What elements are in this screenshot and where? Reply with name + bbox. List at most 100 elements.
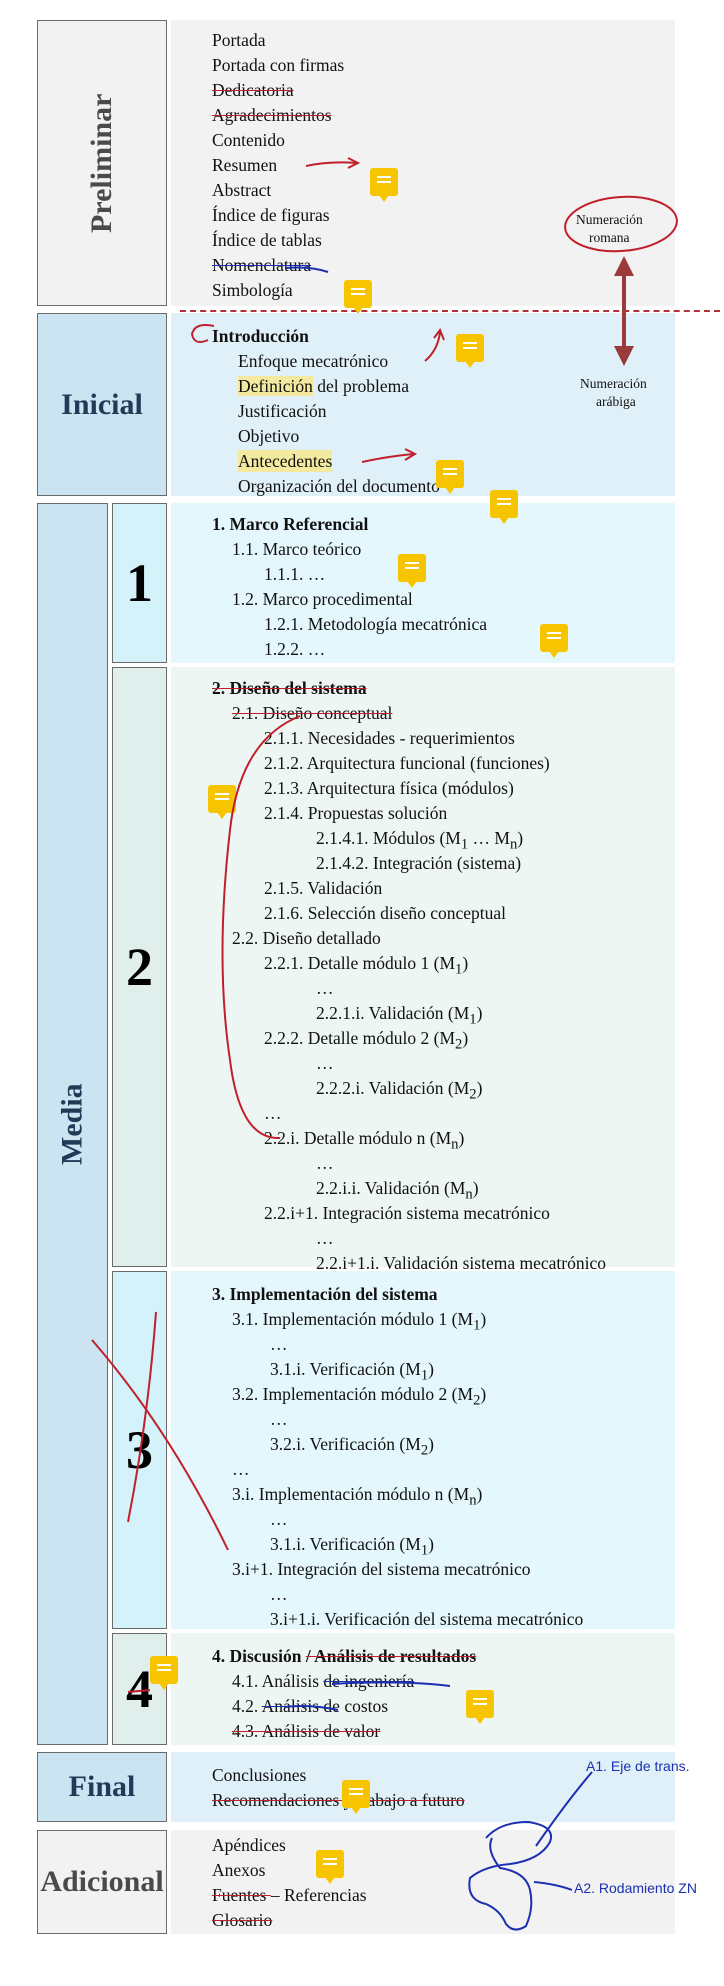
- ch4-s41: 4.1. Análisis de ingeniería: [232, 1670, 414, 1692]
- blue-arrow-nomenclatura: [285, 266, 329, 273]
- ch2-s215: 2.1.5. Validación: [264, 878, 383, 898]
- ch1-s121: 1.2.1. Metodología mecatrónica: [264, 614, 488, 634]
- item-agradecimientos: Agradecimientos: [212, 105, 332, 125]
- ch2-s213: 2.1.3. Arquitectura física (módulos): [264, 778, 514, 798]
- sub-1: 1: [420, 1367, 429, 1384]
- ch3-ellipsis-4: …: [270, 1509, 288, 1529]
- numeracion-romana-line1: Numeración: [576, 212, 643, 227]
- numeracion-arabiga-line2: arábiga: [596, 394, 636, 409]
- comment-note-icon[interactable]: [342, 1780, 370, 1814]
- item-contenido: Contenido: [212, 130, 285, 150]
- comment-note-icon[interactable]: [150, 1656, 178, 1690]
- ch2-s216: 2.1.6. Selección diseño conceptual: [264, 903, 507, 923]
- item-conclusiones: Conclusiones: [212, 1765, 307, 1785]
- sub-n: n: [469, 1492, 477, 1509]
- arrow-down-icon: [614, 346, 634, 366]
- ch3-s32: 3.2. Implementación módulo 2 (M2): [232, 1384, 487, 1409]
- ch2-s22ii: 2.2.i.i. Validación (Mn): [316, 1178, 479, 1203]
- ch3-s3ii-text: 3.1.i. Verificación (M: [270, 1534, 421, 1554]
- sub-1: 1: [469, 1011, 477, 1028]
- ch4-title-a: 4. Discusión: [212, 1646, 306, 1666]
- comment-note-icon[interactable]: [208, 785, 236, 819]
- item-indice-tablas: Índice de tablas: [212, 230, 322, 250]
- ch2-s212: 2.1.2. Arquitectura funcional (funciones…: [264, 753, 550, 773]
- ch2-s214: 2.1.4. Propuestas solución: [264, 803, 448, 823]
- ch1-s11: 1.1. Marco teórico: [232, 539, 362, 559]
- comment-note-icon[interactable]: [490, 490, 518, 524]
- red-arrow-enfoque: [424, 331, 441, 362]
- item-antecedentes: Antecedentes: [238, 450, 333, 472]
- ch2-s222-text: 2.2.2. Detalle módulo 2 (M: [264, 1028, 456, 1048]
- sub-n: n: [451, 1136, 459, 1153]
- sub-2: 2: [455, 1036, 463, 1053]
- ch2-s221i: 2.2.1.i. Validación (M1): [316, 1003, 483, 1028]
- ch4-s42-num: 4.2.: [232, 1696, 262, 1716]
- item-glosario: Glosario: [212, 1910, 273, 1930]
- comment-note-icon[interactable]: [370, 168, 398, 202]
- ch2-ellipsis-2: …: [316, 1053, 334, 1073]
- ch3-s3i-text: 3.i. Implementación módulo n (M: [232, 1484, 470, 1504]
- item-justificacion: Justificación: [238, 401, 327, 421]
- panel-preliminar: [171, 20, 675, 306]
- dashed-divider: [180, 310, 720, 312]
- blue-sketch-shaft: [468, 1820, 552, 1931]
- ch2-s2142: 2.1.4.2. Integración (sistema): [316, 853, 522, 873]
- ch2-s22i: 2.2.i. Detalle módulo n (Mn): [264, 1128, 465, 1153]
- item-dedicatoria: Dedicatoria: [212, 80, 294, 100]
- red-strike-ch3-diagonal: [91, 1339, 229, 1551]
- arrow-up-icon: [614, 256, 634, 276]
- red-arrow-resumen: [305, 161, 357, 167]
- panel-final: [171, 1752, 675, 1822]
- ch2-s222i: 2.2.2.i. Validación (M2): [316, 1078, 483, 1103]
- item-portada-firmas: Portada con firmas: [212, 55, 345, 75]
- item-abstract: Abstract: [212, 180, 272, 200]
- sub-1: 1: [455, 961, 463, 978]
- ch2-s2141-text: 2.1.4.1. Módulos (M: [316, 828, 461, 848]
- comment-note-icon[interactable]: [344, 280, 372, 314]
- annotation-a1: A1. Eje de trans.: [586, 1758, 690, 1774]
- ch2-s222i-text: 2.2.2.i. Validación (M: [316, 1078, 470, 1098]
- sub-1: 1: [473, 1317, 481, 1334]
- ch2-s221-text: 2.2.1. Detalle módulo 1 (M: [264, 953, 456, 973]
- ch3-s3i1: 3.i+1. Integración del sistema mecatróni…: [232, 1559, 531, 1579]
- ch2-s22i1: 2.2.i+1. Integración sistema mecatrónico: [264, 1203, 550, 1223]
- ch3-s31-text: 3.1. Implementación módulo 1 (M: [232, 1309, 474, 1329]
- item-simbologia: Simbología: [212, 280, 293, 300]
- label-ch2: 2: [126, 937, 153, 997]
- red-circle-romana: [564, 195, 678, 253]
- ch3-ellipsis-5: …: [270, 1584, 288, 1604]
- annotation-a2: A2. Rodamiento ZN: [574, 1880, 697, 1896]
- panel-ch3: [171, 1271, 675, 1629]
- comment-note-icon[interactable]: [436, 460, 464, 494]
- ch2-ellipsis-5: …: [316, 1228, 334, 1248]
- item-indice-figuras: Índice de figuras: [212, 205, 330, 225]
- comment-note-icon[interactable]: [540, 624, 568, 658]
- ch1-s12: 1.2. Marco procedimental: [232, 589, 413, 609]
- ch1-title: 1. Marco Referencial: [212, 514, 369, 534]
- item-apendices: Apéndices: [212, 1835, 286, 1855]
- comment-note-icon[interactable]: [398, 554, 426, 588]
- comment-note-icon[interactable]: [456, 334, 484, 368]
- ch4-s43: 4.3. Análisis de valor: [232, 1721, 381, 1741]
- label-ch4: 4: [126, 1659, 153, 1719]
- item-definicion-problema: Definición del problema: [238, 375, 409, 397]
- sub-2: 2: [420, 1442, 429, 1459]
- red-strike-ch4: [127, 1689, 151, 1693]
- ch2-s22i-text: 2.2.i. Detalle módulo n (M: [264, 1128, 452, 1148]
- ch2-s211: 2.1.1. Necesidades - requerimientos: [264, 728, 515, 748]
- ch3-ellipsis-2: …: [270, 1409, 288, 1429]
- referencias-text: – Referencias: [270, 1885, 367, 1905]
- label-inicial: Inicial: [61, 387, 143, 421]
- ch2-s22ii-text: 2.2.i.i. Validación (M: [316, 1178, 466, 1198]
- sub-2: 2: [473, 1392, 481, 1409]
- ch2-ellipsis-4: …: [316, 1153, 334, 1173]
- item-portada: Portada: [212, 30, 266, 50]
- sub-2: 2: [469, 1086, 477, 1103]
- comment-note-icon[interactable]: [316, 1850, 344, 1884]
- comment-note-icon[interactable]: [466, 1690, 494, 1724]
- blue-arrow-analisis: [283, 1705, 339, 1711]
- item-objetivo: Objetivo: [238, 426, 300, 446]
- item-fuentes-referencias: Fuentes – Referencias: [212, 1884, 367, 1906]
- label-adicional: Adicional: [40, 1865, 164, 1898]
